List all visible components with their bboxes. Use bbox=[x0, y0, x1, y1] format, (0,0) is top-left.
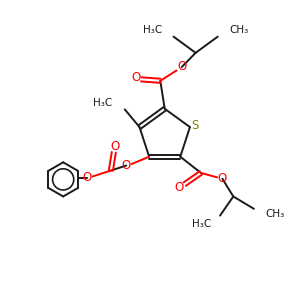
Text: CH₃: CH₃ bbox=[229, 25, 248, 35]
Text: H₃C: H₃C bbox=[93, 98, 112, 108]
Text: O: O bbox=[111, 140, 120, 153]
Text: O: O bbox=[122, 159, 131, 172]
Text: H₃C: H₃C bbox=[143, 25, 162, 35]
Text: H₃C: H₃C bbox=[192, 219, 211, 229]
Text: O: O bbox=[218, 172, 227, 185]
Text: O: O bbox=[177, 61, 186, 74]
Text: O: O bbox=[83, 171, 92, 184]
Text: CH₃: CH₃ bbox=[265, 209, 284, 219]
Text: O: O bbox=[174, 181, 184, 194]
Text: O: O bbox=[131, 71, 140, 84]
Text: S: S bbox=[191, 119, 199, 132]
